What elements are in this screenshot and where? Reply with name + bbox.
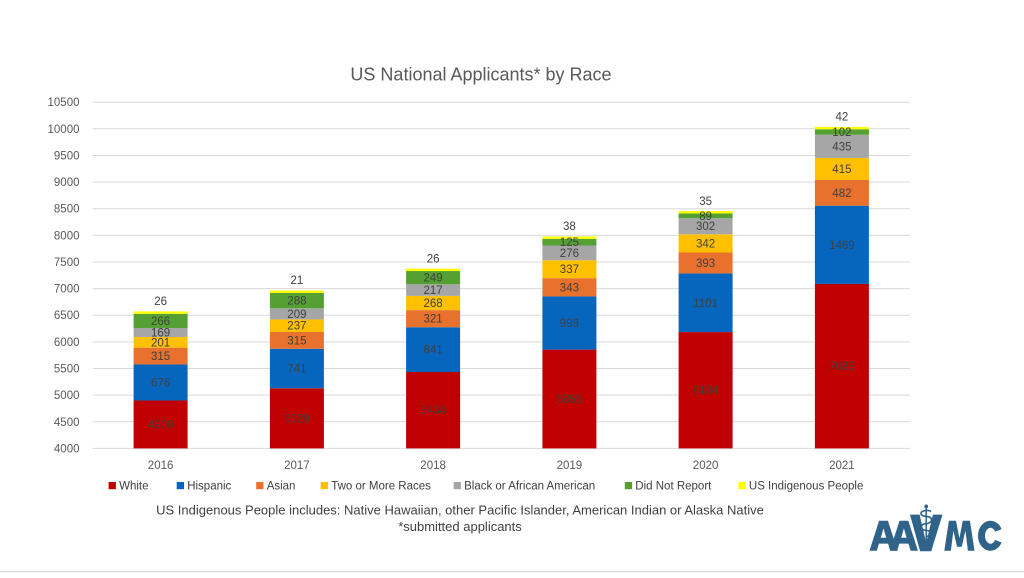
- svg-text:2016: 2016: [148, 460, 174, 472]
- svg-text:2018: 2018: [420, 460, 446, 472]
- svg-text:6184: 6184: [693, 385, 719, 397]
- svg-text:Asian: Asian: [267, 480, 296, 492]
- svg-text:4900: 4900: [148, 419, 174, 431]
- svg-text:249: 249: [424, 273, 443, 285]
- svg-text:26: 26: [427, 253, 440, 265]
- svg-text:1469: 1469: [829, 240, 855, 252]
- svg-text:482: 482: [832, 188, 851, 200]
- svg-text:315: 315: [151, 351, 170, 363]
- svg-text:4500: 4500: [54, 417, 80, 429]
- svg-text:7088: 7088: [829, 361, 855, 373]
- svg-text:89: 89: [699, 211, 712, 223]
- svg-text:125: 125: [560, 237, 579, 249]
- svg-text:266: 266: [151, 316, 170, 328]
- svg-text:5434: 5434: [420, 405, 446, 417]
- svg-text:5000: 5000: [54, 390, 80, 402]
- svg-text:302: 302: [696, 221, 715, 233]
- svg-text:5500: 5500: [54, 364, 80, 376]
- svg-text:998: 998: [560, 318, 579, 330]
- svg-text:Did Not Report: Did Not Report: [635, 480, 712, 492]
- svg-text:201: 201: [151, 337, 170, 349]
- svg-text:337: 337: [560, 264, 579, 276]
- svg-text:White: White: [119, 480, 148, 492]
- svg-text:315: 315: [287, 335, 306, 347]
- svg-text:2017: 2017: [284, 460, 310, 472]
- svg-text:6500: 6500: [54, 310, 80, 322]
- svg-text:209: 209: [287, 309, 306, 321]
- svg-text:10500: 10500: [48, 97, 80, 109]
- svg-text:Black or African American: Black or African American: [464, 480, 595, 492]
- svg-text:5855: 5855: [557, 394, 583, 406]
- svg-text:38: 38: [563, 221, 576, 233]
- svg-text:268: 268: [424, 298, 443, 310]
- svg-text:741: 741: [287, 364, 306, 376]
- svg-text:343: 343: [560, 282, 579, 294]
- svg-text:Hispanic: Hispanic: [187, 480, 231, 492]
- svg-text:9000: 9000: [54, 177, 80, 189]
- svg-text:US Indigenous People includes:: US Indigenous People includes: Native Ha…: [156, 503, 764, 518]
- svg-text:35: 35: [699, 196, 712, 208]
- svg-text:42: 42: [836, 112, 849, 124]
- svg-text:2020: 2020: [693, 460, 719, 472]
- svg-text:7500: 7500: [54, 257, 80, 269]
- svg-text:237: 237: [287, 321, 306, 333]
- svg-text:7000: 7000: [54, 284, 80, 296]
- svg-text:276: 276: [560, 248, 579, 260]
- svg-text:415: 415: [832, 164, 851, 176]
- svg-text:9500: 9500: [54, 151, 80, 163]
- svg-text:10000: 10000: [48, 124, 80, 136]
- svg-text:288: 288: [287, 296, 306, 308]
- svg-text:US Indigenous People: US Indigenous People: [749, 480, 863, 492]
- svg-text:Two or More Races: Two or More Races: [331, 480, 431, 492]
- svg-text:21: 21: [291, 275, 304, 287]
- svg-text:*submitted applicants: *submitted applicants: [398, 519, 522, 534]
- svg-text:321: 321: [424, 314, 443, 326]
- svg-text:US National Applicants* by Rac: US National Applicants* by Race: [350, 65, 611, 85]
- svg-text:8000: 8000: [54, 230, 80, 242]
- svg-text:169: 169: [151, 328, 170, 340]
- svg-text:1101: 1101: [693, 298, 718, 310]
- svg-text:2019: 2019: [557, 460, 583, 472]
- svg-text:676: 676: [151, 378, 170, 390]
- svg-text:8500: 8500: [54, 204, 80, 216]
- svg-text:5129: 5129: [284, 413, 310, 425]
- svg-text:217: 217: [424, 285, 443, 297]
- svg-text:841: 841: [424, 345, 443, 357]
- svg-text:102: 102: [832, 127, 851, 139]
- svg-text:26: 26: [154, 296, 167, 308]
- svg-text:393: 393: [696, 258, 715, 270]
- svg-text:4000: 4000: [54, 443, 80, 455]
- svg-text:6000: 6000: [54, 337, 80, 349]
- svg-text:2021: 2021: [829, 460, 855, 472]
- svg-text:342: 342: [696, 238, 715, 250]
- svg-text:435: 435: [832, 141, 851, 153]
